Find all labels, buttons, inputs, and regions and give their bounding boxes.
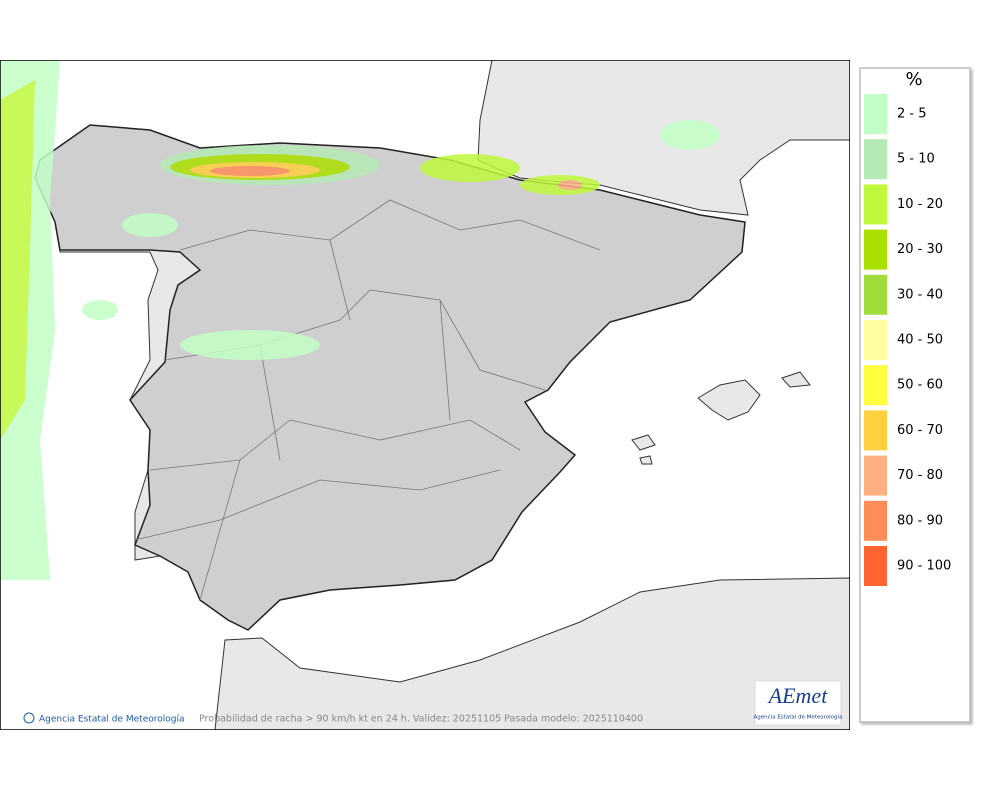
legend-swatch xyxy=(864,229,887,270)
legend-swatch xyxy=(864,139,887,180)
legend-label: 80 - 90 xyxy=(897,513,943,528)
legend-swatch xyxy=(864,320,887,360)
legend: 2 - 5 5 - 10 10 - 20 20 - 30 30 - 40 40 - 50 5… xyxy=(864,94,951,586)
legend-swatch xyxy=(864,365,887,406)
legend-title: % xyxy=(905,69,922,90)
legend-label: 2 - 5 xyxy=(897,107,927,122)
legend-label: 10 - 20 xyxy=(897,197,943,212)
legend-label: 60 - 70 xyxy=(897,423,943,438)
mallorca xyxy=(697,379,761,421)
legend-swatch xyxy=(864,94,887,134)
map: Agencia Estatal de Meteorología Probabil… xyxy=(0,60,850,730)
legend-label: 20 - 30 xyxy=(897,242,943,257)
copyright-icon xyxy=(23,712,35,724)
africa xyxy=(214,577,850,730)
caption: Probabilidad de racha > 90 km/h kt en 24… xyxy=(199,714,643,725)
legend-label: 40 - 50 xyxy=(897,333,943,348)
legend-swatch xyxy=(864,274,887,315)
legend-label: 50 - 60 xyxy=(897,378,943,393)
legend-swatch xyxy=(864,184,887,225)
legend-label: 90 - 100 xyxy=(897,559,951,574)
ibiza xyxy=(631,434,656,465)
legend-swatch xyxy=(864,410,887,451)
logo-subtitle: Agencia Estatal de Meteorología xyxy=(754,714,843,721)
legend-swatch xyxy=(864,500,887,541)
legend-label: 70 - 80 xyxy=(897,468,943,483)
probability-areas xyxy=(0,60,720,580)
logo-name: AEmet xyxy=(767,683,829,708)
logo-box xyxy=(754,680,842,726)
credit: Agencia Estatal de Meteorología xyxy=(39,715,185,725)
legend-swatch xyxy=(864,546,887,586)
legend-label: 5 - 10 xyxy=(897,152,935,167)
legend-swatch xyxy=(864,455,887,496)
legend-label: 30 - 40 xyxy=(897,287,943,302)
menorca xyxy=(781,371,811,388)
